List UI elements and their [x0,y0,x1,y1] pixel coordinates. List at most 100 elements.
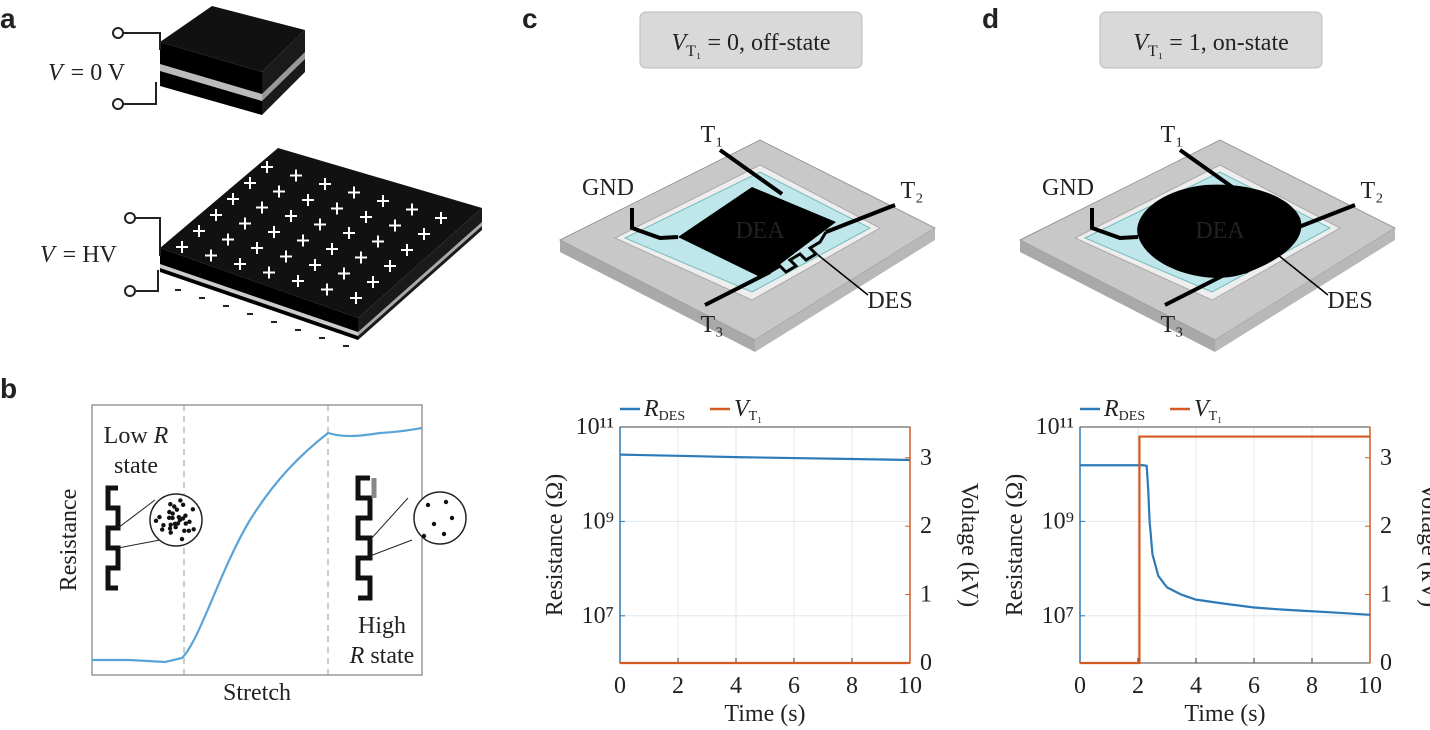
voltage-label-part: = HV [63,242,118,268]
particle [173,524,178,530]
legend-label: RDES [643,396,685,424]
particle [180,502,186,507]
panel-label: c [522,3,538,34]
x-tick-label: 10 [1358,673,1382,699]
panel-b-art [91,404,467,676]
plus-sign [367,276,379,288]
x-tick-label: 10 [898,673,922,699]
y-tick-label: 10¹¹ [1036,414,1074,440]
particle [166,515,172,521]
plus-sign [314,218,326,231]
plus-sign [244,177,256,189]
plus-sign [205,249,217,262]
panel-label: a [0,3,16,34]
state-box-label-part: T₁ [686,43,701,60]
plus-sign [401,244,413,256]
y2-tick-label: 3 [1380,445,1392,471]
particle [170,515,175,521]
voltage-label-part: V [40,242,57,268]
plus-sign [321,283,333,296]
plus-sign [176,241,188,253]
y2-tick-label: 1 [1380,582,1392,608]
legend-label: VT₁ [1194,396,1222,424]
x-tick-label: 0 [614,673,626,699]
x-tick-label: 2 [1132,673,1144,699]
particle [175,521,181,526]
plus-sign [222,233,234,246]
y2-axis-label: Voltage (kV) [956,483,982,607]
particle [168,530,173,535]
x-tick-label: 4 [1190,673,1202,699]
diagram-label: T₃ [700,312,723,338]
state-box-label-part: V [671,30,688,56]
y-tick-label: 10⁷ [582,603,614,629]
x-tick-label: 6 [1248,673,1260,699]
plus-sign [355,251,367,264]
y2-tick-label: 1 [920,582,932,608]
x-tick-label: 2 [672,673,684,699]
annotation: state [114,453,158,479]
diagram-label: DES [867,288,912,314]
x-tick-label: 0 [1074,673,1086,699]
panel-d-art [1018,11,1397,352]
particle [174,507,180,512]
plus-sign [338,267,350,280]
particle [167,509,172,515]
y2-tick-label: 3 [920,445,932,471]
particle [191,527,196,532]
x-axis-label: Time (s) [1184,701,1265,727]
series-line [619,453,911,462]
legend-label: VT₁ [734,396,762,424]
y2-tick-label: 2 [920,513,932,539]
x-tick-label: 8 [1306,673,1318,699]
plus-sign [435,212,447,224]
annotation: High [358,613,406,639]
legend-label-part: V [1194,396,1211,422]
y-axis-label: Resistance [56,489,82,592]
plus-sign [193,225,205,237]
particle [161,522,166,528]
particle [187,519,192,525]
y2-tick-label: 2 [1380,513,1392,539]
panel-a-art [112,6,482,347]
annotation-part: R [153,423,169,449]
plus-sign [273,185,285,198]
legend-label-part: T₁ [1209,409,1222,424]
particle [167,526,173,531]
x-tick-label: 8 [846,673,858,699]
particle [176,514,182,520]
plus-sign [384,260,396,272]
annotation-part: High [358,613,406,639]
diagram-label: GND [582,175,634,201]
plot-frame [1079,426,1371,664]
particle [186,528,192,534]
diagram-label: T₂ [1360,178,1383,204]
plus-sign [227,193,239,205]
y-axis-label: Resistance (Ω) [542,474,568,616]
y2-tick-label: 0 [920,650,932,676]
particle [172,504,177,509]
plus-sign [261,161,273,173]
diagram-label: T₂ [900,178,923,204]
voltage-label-part: = 0 V [71,60,126,86]
plus-sign [290,169,302,182]
plus-sign [360,211,372,223]
plus-sign [239,217,251,230]
particle [168,501,173,507]
particle [190,507,196,512]
particle [153,518,159,524]
plus-sign [343,227,355,239]
particle [179,536,185,542]
legend-label-part: R [1103,396,1119,422]
x-tick-label: 4 [730,673,742,699]
plus-sign [372,235,384,248]
voltage-label: V = 0 V [48,60,126,86]
voltage-label-part: V [48,60,65,86]
plus-sign [326,243,338,255]
y2-tick-label: 0 [1380,650,1392,676]
x-axis-label: Time (s) [724,701,805,727]
particle [178,498,183,503]
diagram-label: DEA [1195,218,1245,244]
